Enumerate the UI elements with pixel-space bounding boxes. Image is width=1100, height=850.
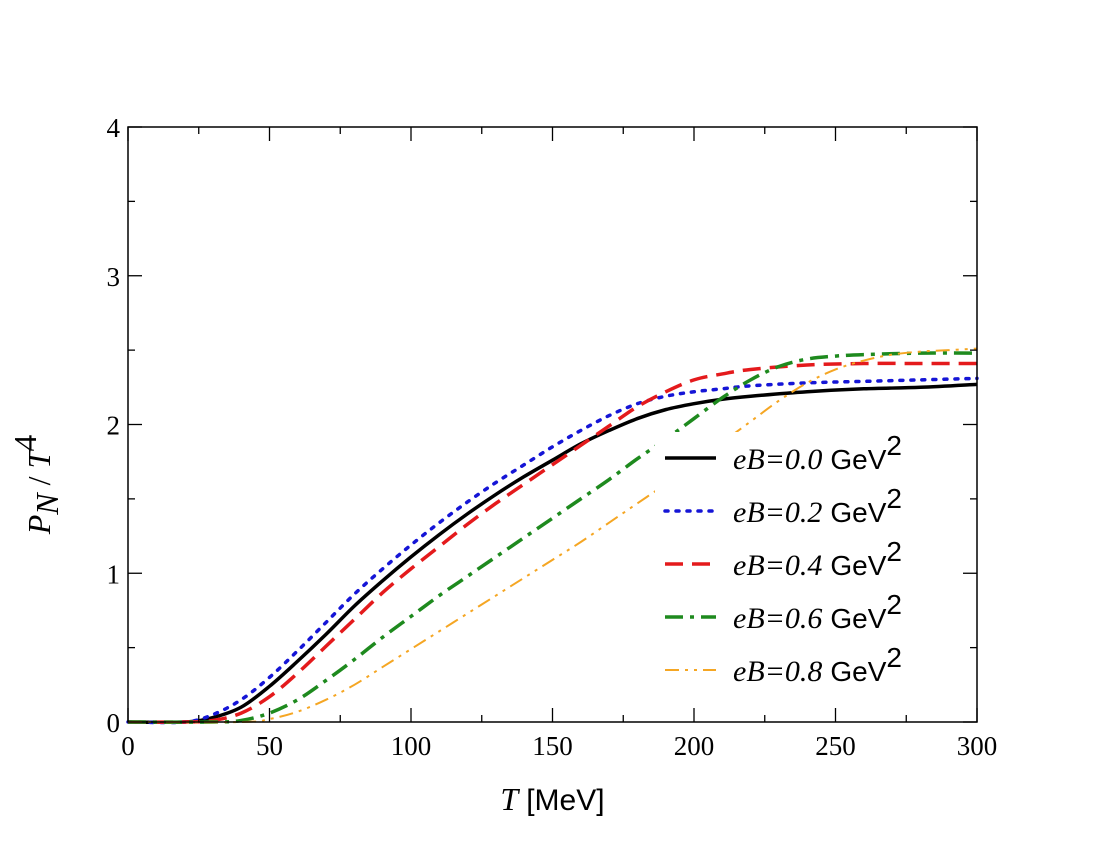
legend-label: eB=0.4 GeV2	[733, 536, 902, 582]
legend-unit-sup: 2	[886, 483, 902, 514]
legend-unit: GeV	[830, 656, 886, 687]
y-tick-label: 4	[107, 113, 121, 143]
y-axis-title: PN / T4	[7, 435, 65, 536]
legend-background	[655, 432, 955, 687]
legend-series-name: eB=0.8	[733, 655, 822, 688]
legend-label: eB=0.8 GeV2	[733, 642, 902, 688]
legend-series-name: eB=0.0	[733, 443, 822, 476]
x-tick-label: 100	[391, 731, 432, 761]
x-tick-label: 250	[815, 731, 856, 761]
legend-unit: GeV	[830, 550, 886, 581]
y-axis-base: P	[21, 515, 57, 536]
series-layer	[126, 347, 979, 725]
legend-label: eB=0.0 GeV2	[733, 430, 902, 476]
x-tick-label: 150	[532, 731, 573, 761]
y-tick-label: 3	[107, 262, 121, 292]
x-tick-label: 300	[957, 731, 998, 761]
x-axis-title: T [MeV]	[500, 781, 604, 817]
legend-unit-sup: 2	[886, 642, 902, 673]
x-tick-label: 50	[256, 731, 283, 761]
legend-unit-sup: 2	[886, 430, 902, 461]
tick-labels: 0 50 100 150 200 250 300 0 1 2 3 4	[107, 113, 998, 761]
legend-unit: GeV	[830, 444, 886, 475]
y-axis-base2: T	[21, 449, 57, 469]
legend-series-name: eB=0.6	[733, 602, 822, 635]
legend-label: eB=0.2 GeV2	[733, 483, 902, 529]
series-line-eb-0-4	[127, 361, 977, 724]
legend-label: eB=0.6 GeV2	[733, 589, 902, 635]
legend-unit-sup: 2	[886, 536, 902, 567]
legend-unit: GeV	[830, 603, 886, 634]
legend-series-name: eB=0.4	[733, 549, 822, 582]
y-tick-label: 0	[107, 708, 121, 738]
x-tick-label: 0	[121, 731, 135, 761]
x-tick-label: 200	[674, 731, 715, 761]
x-axis-symbol: T	[500, 781, 520, 817]
y-axis-sub: N	[29, 492, 65, 516]
x-axis-unit: [MeV]	[526, 784, 604, 817]
y-axis-slash: /	[21, 469, 57, 494]
legend-series-name: eB=0.2	[733, 496, 822, 529]
series-line-eb-0-0	[127, 382, 978, 725]
y-tick-label: 1	[107, 559, 121, 589]
y-axis-sup: 4	[7, 435, 43, 451]
y-tick-label: 2	[107, 411, 121, 441]
series-line-eb-0-2	[126, 376, 979, 725]
legend-unit: GeV	[830, 497, 886, 528]
ticks	[127, 126, 978, 723]
legend-unit-sup: 2	[886, 589, 902, 620]
